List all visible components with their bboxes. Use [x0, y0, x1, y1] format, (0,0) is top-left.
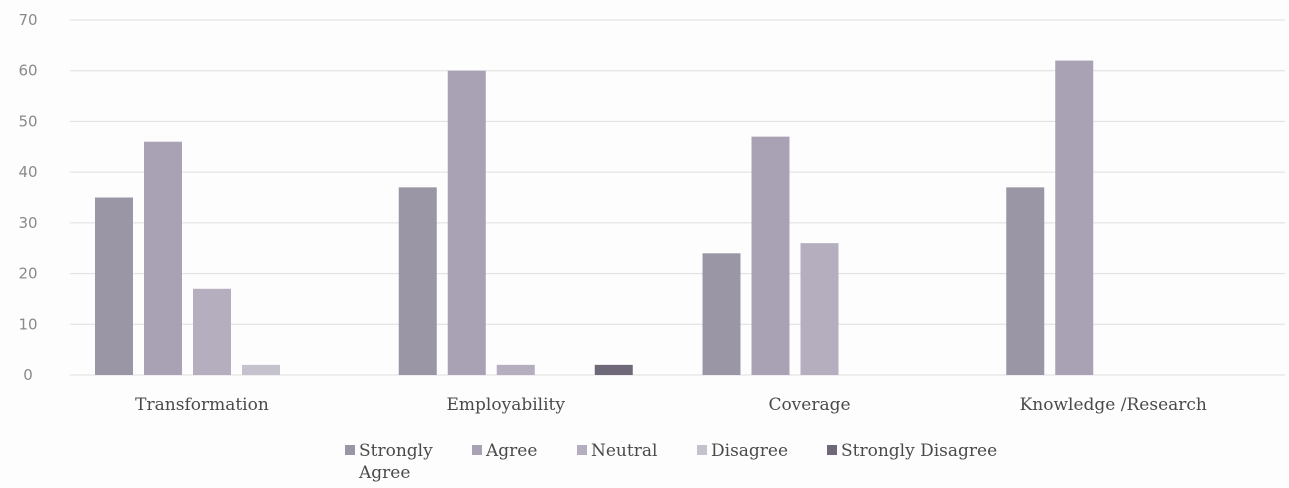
y-tick-label: 10	[18, 315, 37, 333]
bar-employability-strongly-agree	[398, 187, 437, 375]
bar-transformation-disagree	[242, 364, 280, 375]
legend-label: Agree	[358, 463, 410, 483]
legend-label: Agree	[485, 441, 537, 461]
grid-layer	[70, 19, 1285, 376]
bars-layer	[95, 60, 1094, 375]
legend-swatch	[472, 445, 482, 455]
legend-swatch	[697, 445, 707, 455]
bar-coverage-strongly-agree	[702, 253, 741, 375]
legend-label: Strongly Disagree	[841, 441, 997, 461]
bar-transformation-neutral	[193, 288, 231, 375]
y-tick-label: 60	[18, 62, 37, 80]
bar-transformation-agree	[144, 141, 182, 375]
x-tick-label: Transformation	[135, 395, 269, 415]
x-axis: Transformation Employability Coverage Knowl…	[135, 395, 1207, 415]
bar-knowledge-research-agree	[1055, 60, 1094, 375]
y-tick-label: 30	[18, 214, 37, 232]
y-tick-label: 0	[23, 366, 33, 384]
y-tick-label: 50	[18, 112, 37, 130]
bar-coverage-agree	[751, 136, 790, 375]
bar-employability-strongly-disagree	[594, 364, 633, 375]
y-tick-label: 40	[18, 163, 37, 181]
legend-label: Neutral	[591, 441, 657, 461]
x-tick-label: Employability	[447, 395, 566, 415]
y-tick-label: 20	[18, 265, 37, 283]
y-tick-label: 70	[18, 11, 37, 29]
bar-knowledge-research-strongly-agree	[1006, 187, 1045, 375]
x-tick-label: Coverage	[768, 395, 850, 415]
y-axis: 0 10 20 30 40 50 60 70	[18, 11, 37, 384]
legend-swatch	[827, 445, 837, 455]
legend-label: Disagree	[711, 441, 788, 461]
x-tick-label: Knowledge /Research	[1020, 395, 1207, 415]
bar-employability-neutral	[496, 364, 535, 375]
legend-label: Strongly	[359, 441, 433, 461]
bar-transformation-strongly-agree	[95, 197, 133, 375]
bar-coverage-neutral	[800, 243, 839, 375]
bar-employability-agree	[447, 70, 486, 375]
legend-swatch	[577, 445, 587, 455]
legend-swatch	[345, 445, 355, 455]
